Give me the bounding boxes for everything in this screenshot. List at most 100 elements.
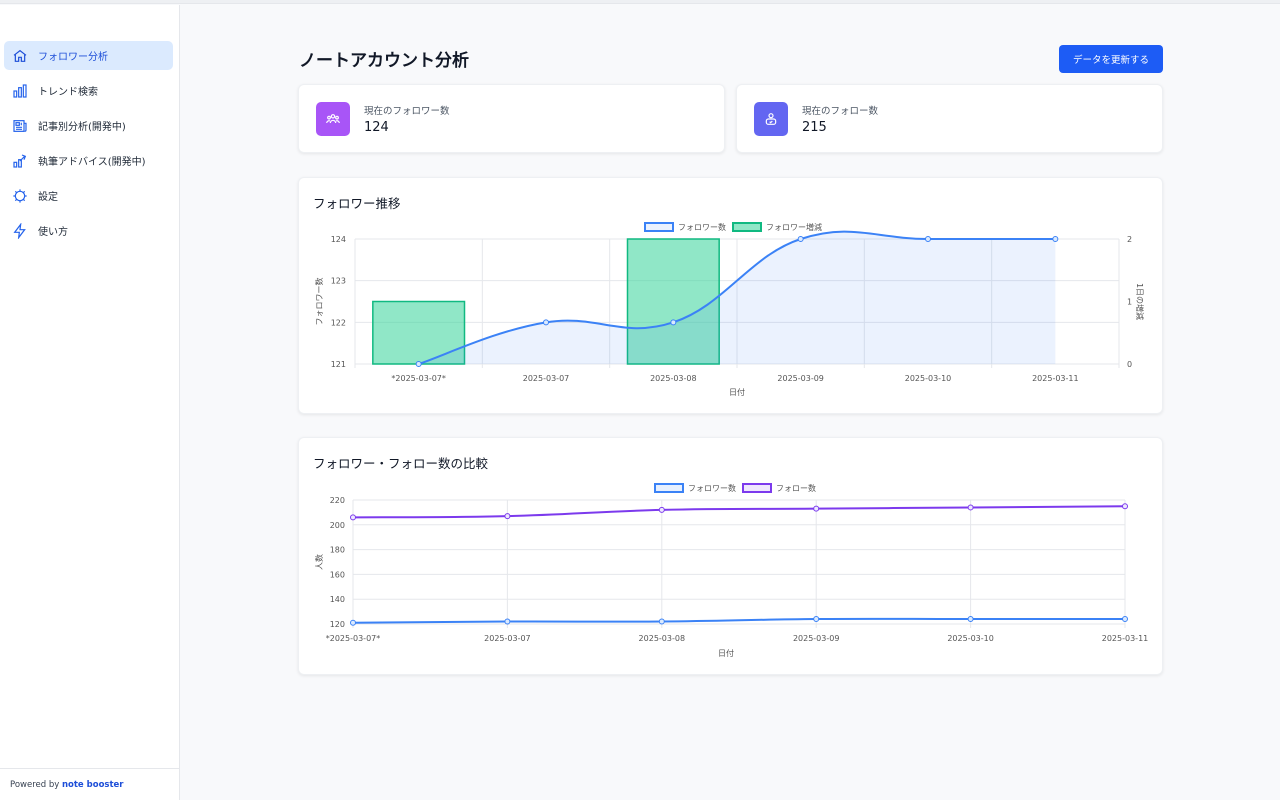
y-tick-label: 123 (331, 277, 346, 286)
sidebar-item-label: フォロワー分析 (38, 52, 108, 63)
x-tick-label: 2025-03-11 (1032, 374, 1079, 383)
x-tick-label: 2025-03-08 (650, 374, 697, 383)
point-follower-count (543, 319, 549, 326)
legend-label: フォロワー数 (688, 483, 736, 493)
comparison-card: フォロワー・フォロー数の比較 120 140 160 180 200 220 *2025-0… (298, 437, 1163, 675)
sidebar-nav: フォロワー分析 トレンド検索 記事別分析(開発中) 執筆アドバイス(開発中) 設… (4, 41, 173, 251)
y2-tick-label: 1 (1127, 298, 1132, 307)
bar-follower-change (626, 238, 720, 365)
x-tick-label: *2025-03-07* (326, 634, 381, 643)
point-follower-count (813, 616, 820, 623)
brand-link[interactable]: note booster (61, 780, 124, 790)
page-title: ノートアカウント分析 (299, 51, 469, 71)
y-tick-label: 140 (330, 595, 345, 604)
sidebar-item-label: 設定 (38, 192, 58, 203)
line-follower-count (352, 617, 1125, 624)
point-follower-count (658, 618, 665, 625)
x-axis-title: 日付 (729, 387, 745, 397)
y-axis-title: 人数 (314, 554, 324, 570)
refresh-data-button[interactable]: データを更新する (1059, 45, 1163, 73)
users-group-icon (316, 102, 350, 136)
comparison-chart: 120 140 160 180 200 220 *2025-03-07* 2025-03-07… (314, 483, 1149, 658)
y-tick-label: 121 (331, 360, 346, 369)
follower-trend-chart: 121 122 123 124 0 1 2 *2025-03-07* 2025-03-07 202… (314, 222, 1145, 397)
legend-swatch (644, 222, 674, 232)
top-border (0, 0, 1280, 4)
y-tick-label: 122 (331, 318, 346, 327)
legend-label: フォロー数 (776, 483, 816, 493)
y-tick-label: 220 (330, 496, 345, 505)
y-tick-label: 160 (330, 570, 345, 579)
following-count-label: 現在のフォロー数 (802, 106, 879, 117)
sidebar-footer: Powered by note booster (0, 768, 180, 800)
x-tick-label: 2025-03-10 (947, 634, 994, 643)
home-icon (13, 49, 27, 62)
gear-icon (13, 188, 27, 203)
y-tick-label: 124 (331, 235, 346, 244)
point-follower-count (415, 361, 422, 367)
x-tick-label: 2025-03-11 (1102, 634, 1149, 643)
x-axis-title: 日付 (718, 648, 734, 658)
sidebar-item-label: 記事別分析(開発中) (38, 122, 126, 133)
line-follower-count (418, 230, 1056, 365)
sidebar-item-label: 執筆アドバイス(開発中) (38, 157, 146, 168)
point-follower-count (350, 619, 356, 626)
sidebar-item-how-to-use[interactable]: 使い方 (4, 216, 173, 245)
follower-trend-card: フォロワー推移 121 122 123 124 0 1 2 *2025-03-07* 2025-… (298, 177, 1163, 414)
x-tick-label: 2025-03-07 (523, 374, 570, 383)
chart2-title: フォロワー・フォロー数の比較 (313, 456, 489, 471)
point-following-count (504, 513, 511, 520)
sidebar-item-label: トレンド検索 (38, 87, 98, 98)
legend-label: フォロワー増減 (766, 222, 822, 232)
point-following-count (658, 506, 665, 513)
point-follower-count (925, 236, 931, 242)
x-tick-label: 2025-03-07 (484, 634, 531, 643)
y2-axis-title: 1日の増減 (1135, 283, 1145, 320)
legend-swatch (742, 483, 772, 493)
point-following-count (813, 505, 820, 512)
y-tick-label: 200 (330, 521, 345, 530)
point-follower-count (670, 319, 677, 326)
following-count-card: 現在のフォロー数 215 (736, 84, 1163, 153)
y-axis-title: フォロワー数 (314, 278, 324, 326)
legend-swatch (654, 483, 684, 493)
chart-up-icon (13, 153, 27, 168)
point-follower-count (967, 616, 974, 623)
point-following-count (350, 514, 356, 521)
x-tick-label: 2025-03-09 (793, 634, 840, 643)
y2-tick-label: 0 (1127, 360, 1132, 369)
follower-count-value: 124 (364, 120, 389, 135)
point-follower-count (1122, 616, 1128, 623)
y-tick-label: 120 (330, 620, 345, 629)
sidebar-item-label: 使い方 (38, 227, 68, 238)
powered-by-text: Powered by (10, 780, 62, 790)
chart1-title: フォロワー推移 (313, 196, 401, 211)
lightning-icon (13, 222, 26, 239)
point-follower-count (1052, 236, 1059, 242)
point-following-count (967, 504, 974, 511)
sidebar-item-writing-advice[interactable]: 執筆アドバイス(開発中) (4, 146, 173, 175)
line-following-count (352, 505, 1126, 519)
point-follower-count (797, 236, 804, 242)
x-tick-label: 2025-03-08 (639, 634, 686, 643)
legend-label: フォロワー数 (678, 222, 726, 232)
sidebar-item-follower-analysis[interactable]: フォロワー分析 (4, 41, 173, 70)
sidebar-item-settings[interactable]: 設定 (4, 181, 173, 210)
sidebar-item-trend-search[interactable]: トレンド検索 (4, 76, 173, 105)
point-following-count (1122, 503, 1128, 510)
sidebar: フォロワー分析 トレンド検索 記事別分析(開発中) 執筆アドバイス(開発中) 設… (0, 5, 180, 800)
bar-chart-icon (13, 83, 27, 98)
y2-tick-label: 2 (1127, 235, 1132, 244)
user-follow-icon (754, 102, 788, 136)
legend-swatch (732, 222, 762, 232)
point-follower-count (504, 618, 511, 625)
x-tick-label: *2025-03-07* (391, 374, 446, 383)
follower-count-label: 現在のフォロワー数 (364, 106, 450, 117)
y-tick-label: 180 (330, 546, 345, 555)
newspaper-icon (13, 119, 27, 132)
x-tick-label: 2025-03-09 (777, 374, 824, 383)
following-count-value: 215 (802, 120, 827, 135)
sidebar-item-article-analysis[interactable]: 記事別分析(開発中) (4, 111, 173, 140)
bar-follower-change (372, 300, 466, 365)
follower-count-card: 現在のフォロワー数 124 (298, 84, 725, 153)
